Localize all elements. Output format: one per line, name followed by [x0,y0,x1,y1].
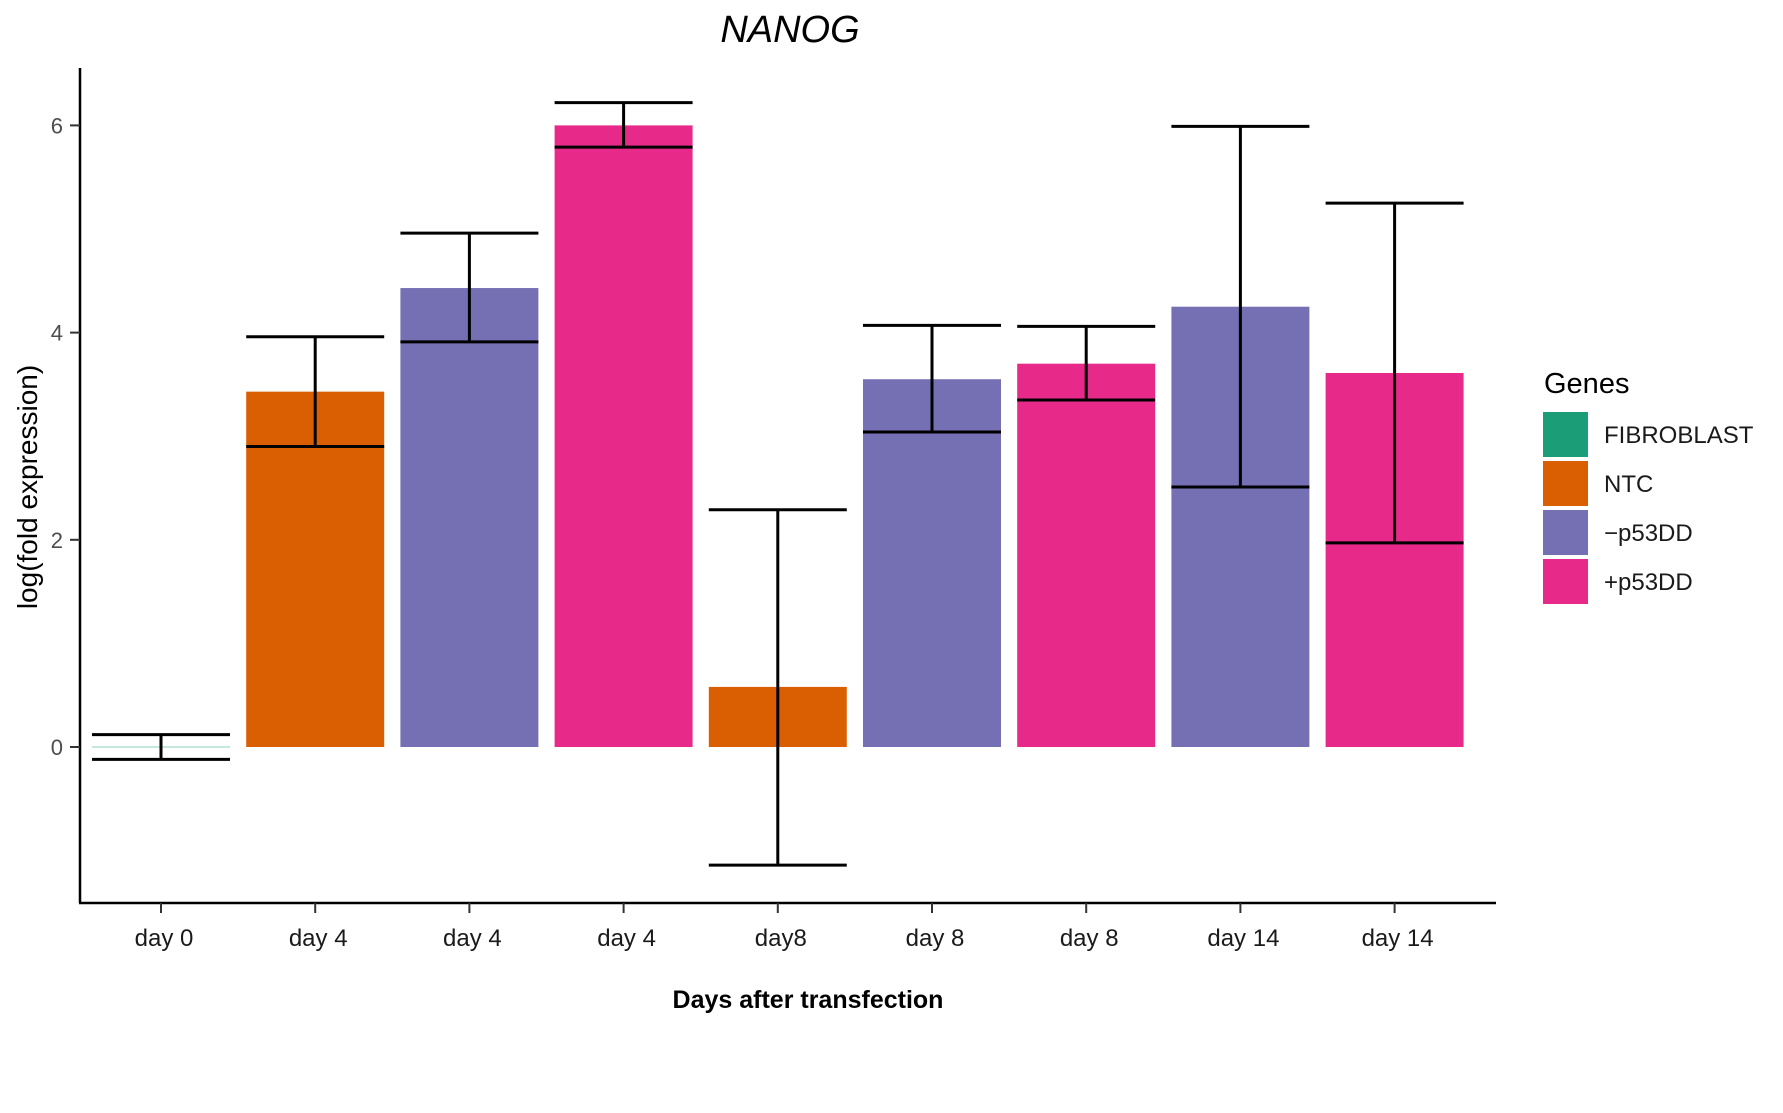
error-bars-layer [92,101,1464,867]
error-bar-9 [1325,201,1464,545]
error-bar-8 [1171,124,1310,489]
bar-3 [400,288,539,747]
x-tick-label-2: day 4 [289,925,348,952]
x-tick-label-3: day 4 [443,925,502,952]
bar-4 [554,125,693,747]
legend-label-3: −p53DD [1604,520,1693,547]
legend-item-2: NTC [1543,461,1653,506]
legend-swatch-4 [1543,559,1588,604]
y-axis-title: log(fold expression) [12,365,43,609]
bar-2 [246,391,385,747]
y-tick-label-1: 0 [51,735,63,760]
x-ticks: day 0 day 4 day 4 day 4 day8 day 8 day 8 day 14… [135,903,1434,952]
legend-swatch-2 [1543,461,1588,506]
error-bar-5 [708,508,847,867]
x-tick-label-1: day 0 [135,925,194,952]
legend: Genes FIBROBLAST NTC −p53DD +p53DD [1543,368,1754,604]
x-tick-label-5: day8 [755,925,807,952]
y-tick-label-4: 6 [51,113,63,138]
x-tick-label-4: day 4 [597,925,656,952]
legend-label-4: +p53DD [1604,569,1693,596]
legend-swatch-1 [1543,412,1588,457]
legend-items: FIBROBLAST NTC −p53DD +p53DD [1543,412,1754,604]
chart-title: NANOG [720,9,859,51]
y-tick-label-3: 4 [51,321,63,346]
error-bar-6 [863,323,1001,434]
x-tick-label-7: day 8 [1060,925,1119,952]
legend-swatch-3 [1543,510,1588,555]
y-ticks: 0 2 4 6 [51,113,80,760]
x-tick-label-9: day 14 [1362,925,1434,952]
y-tick-label-2: 2 [51,528,63,553]
legend-label-2: NTC [1604,471,1653,498]
error-bar-1 [92,733,230,761]
legend-item-4: +p53DD [1543,559,1693,604]
x-tick-label-8: day 14 [1207,925,1279,952]
legend-title: Genes [1544,368,1629,400]
error-bar-2 [246,335,385,449]
legend-label-1: FIBROBLAST [1604,422,1754,449]
error-bar-3 [400,231,539,344]
error-bar-7 [1017,324,1156,402]
error-bar-4 [554,101,693,149]
x-axis-title: Days after transfection [673,986,944,1014]
legend-item-1: FIBROBLAST [1543,412,1754,457]
x-tick-label-6: day 8 [906,925,965,952]
bar-6 [863,379,1001,747]
bar-7 [1017,363,1156,747]
legend-item-3: −p53DD [1543,510,1693,555]
